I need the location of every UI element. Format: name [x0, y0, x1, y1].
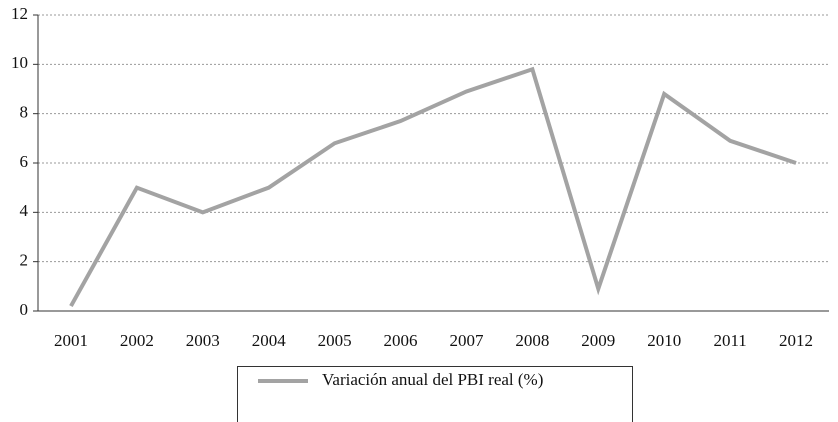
x-tick-label: 2005 — [318, 331, 352, 350]
x-tick-label: 2007 — [449, 331, 484, 350]
y-tick-label: 6 — [20, 152, 29, 171]
x-tick-label: 2011 — [713, 331, 746, 350]
x-tick-label: 2008 — [515, 331, 549, 350]
x-tick-label: 2012 — [779, 331, 813, 350]
x-tick-label: 2001 — [54, 331, 88, 350]
x-tick-label: 2003 — [186, 331, 220, 350]
line — [69, 66, 797, 308]
x-tick-label: 2006 — [384, 331, 418, 350]
y-tick-label: 8 — [20, 103, 29, 122]
x-tick-label: 2002 — [120, 331, 154, 350]
y-tick-label: 0 — [20, 300, 29, 319]
y-tick-label: 10 — [11, 53, 28, 72]
y-tick-label: 2 — [20, 251, 29, 270]
x-tick-label: 2009 — [581, 331, 615, 350]
legend-label: Variación anual del PBI real (%) — [322, 370, 543, 389]
x-tick-label: 2010 — [647, 331, 681, 350]
x-tick-label: 2004 — [252, 331, 287, 350]
y-tick-label: 4 — [20, 201, 29, 220]
y-tick-label: 12 — [11, 4, 28, 23]
legend-box — [237, 366, 633, 422]
